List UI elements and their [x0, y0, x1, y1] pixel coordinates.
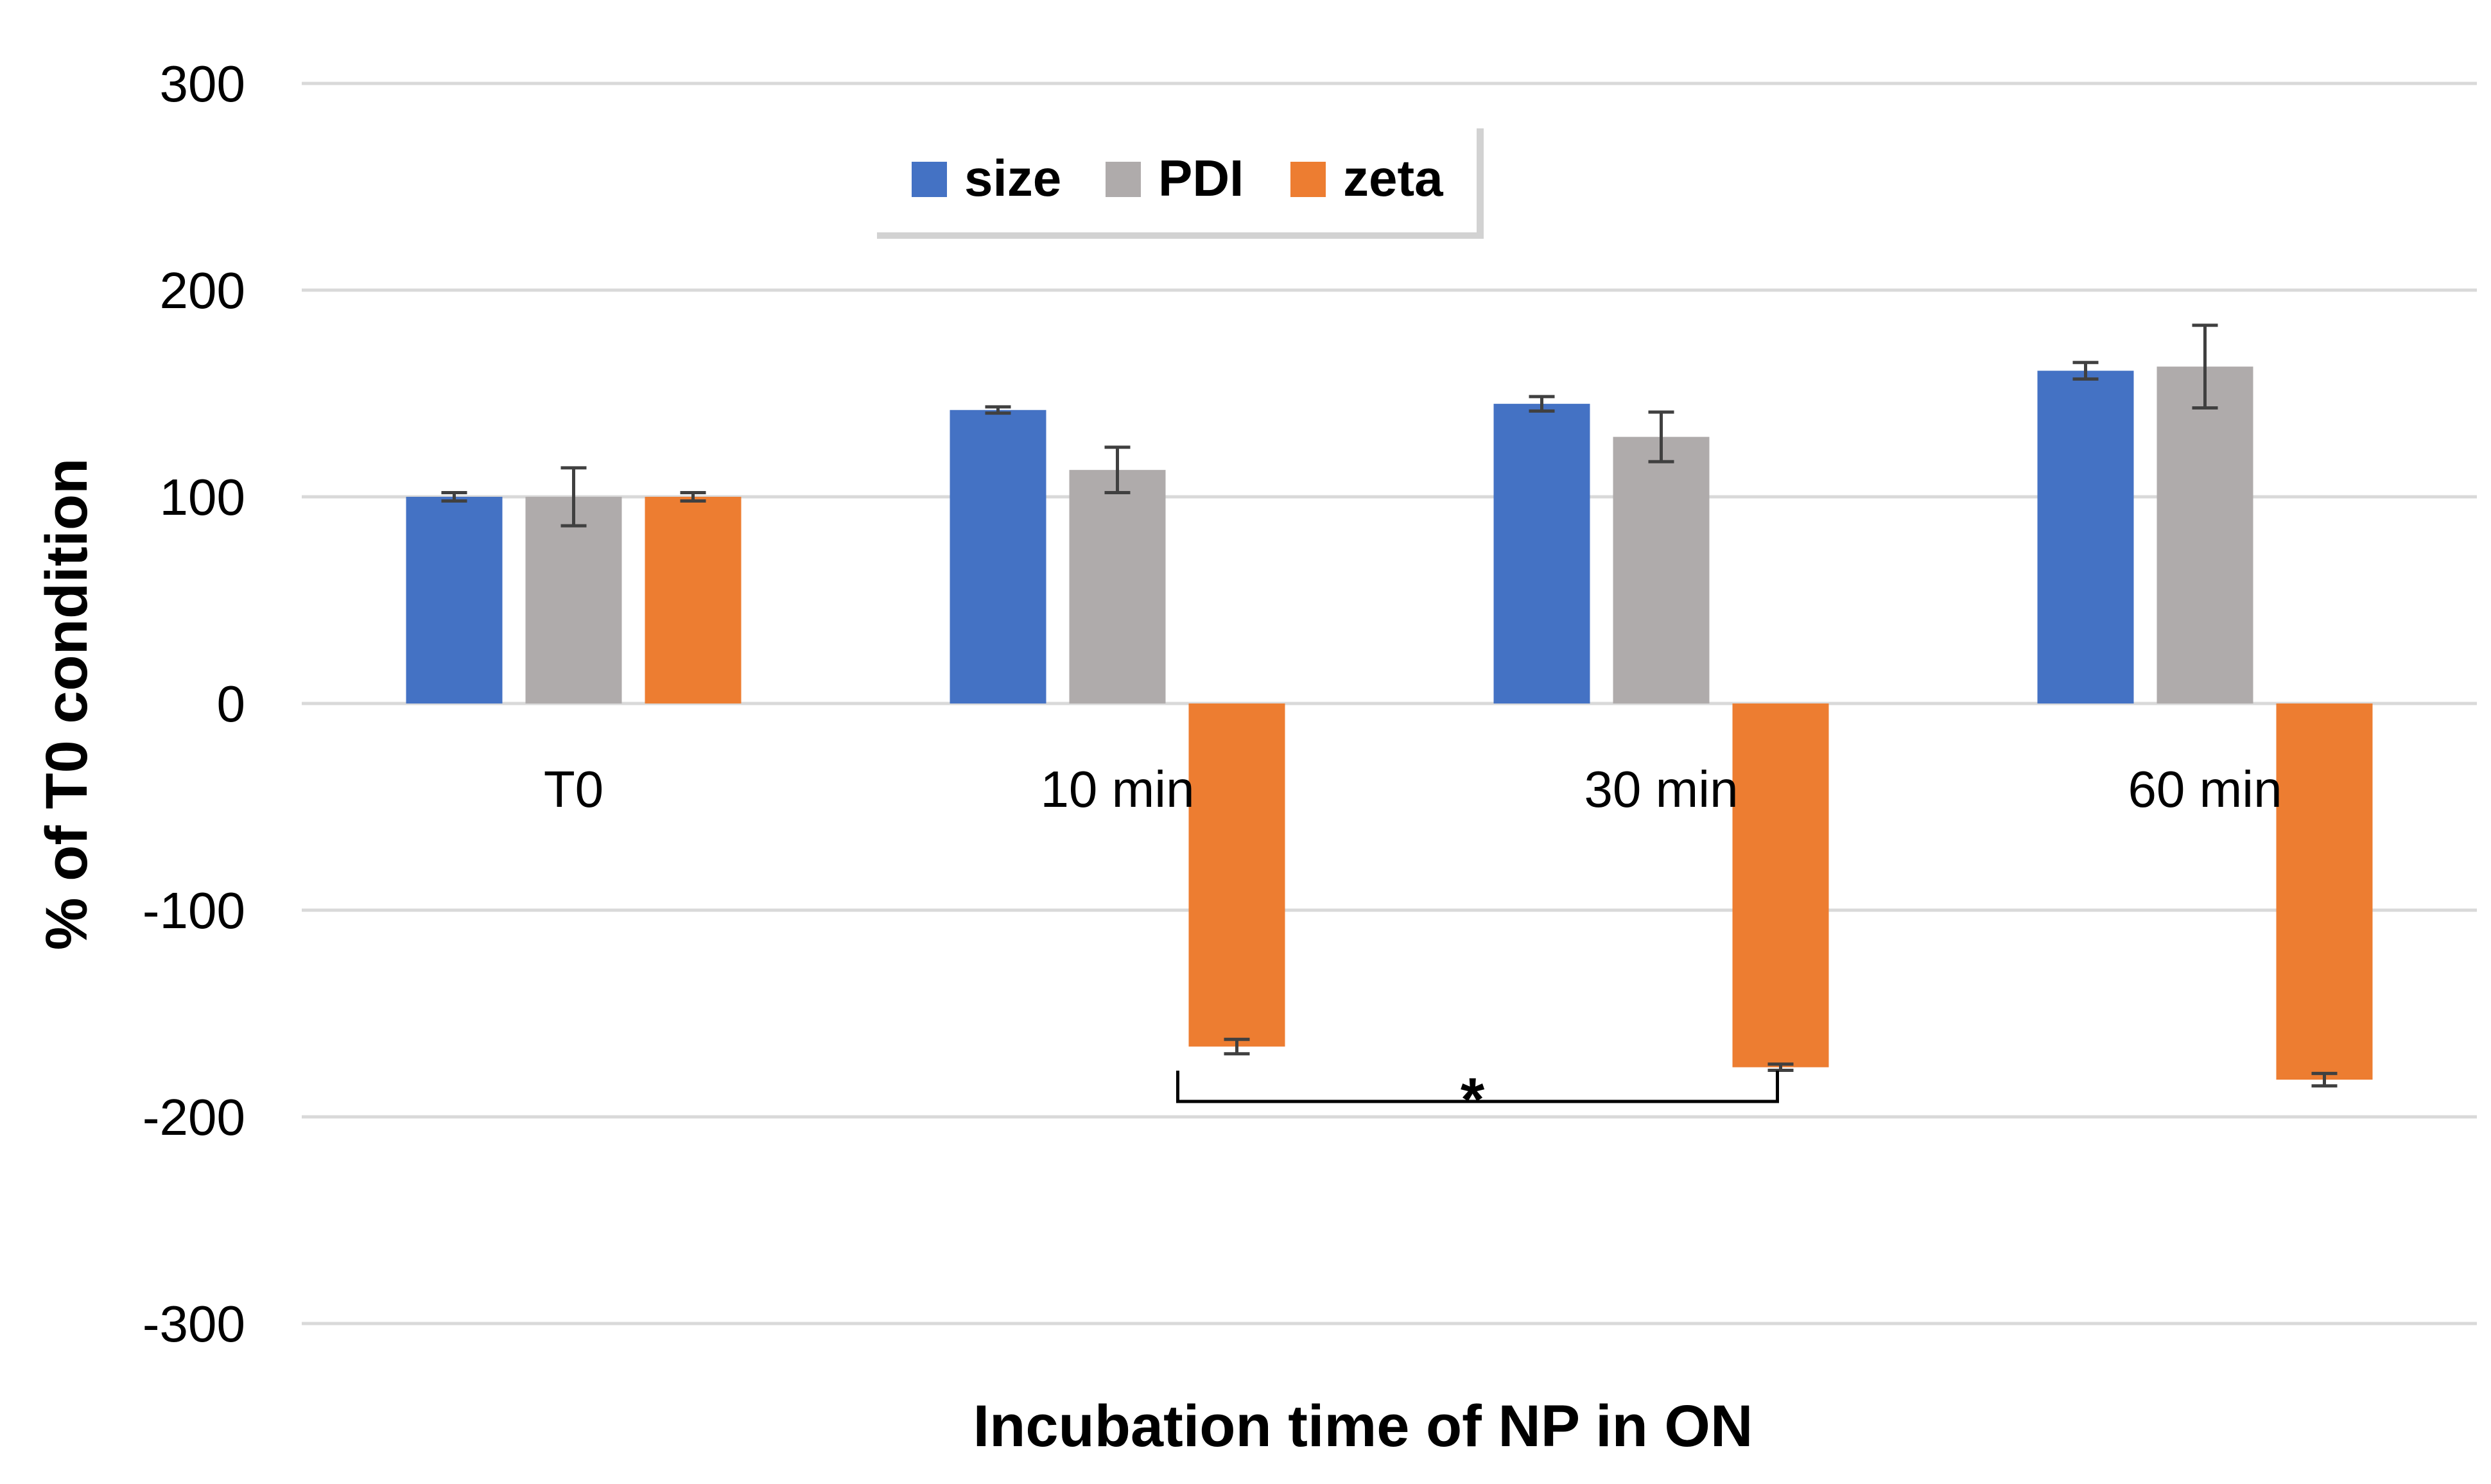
x-category-label: 10 min [1040, 761, 1194, 818]
significance-bracket [1176, 1071, 1779, 1103]
error-bar [1767, 1062, 1794, 1073]
legend-label-pdi: PDI [1158, 150, 1244, 207]
y-tick-label: 200 [160, 262, 245, 319]
x-category-label: 60 min [2128, 761, 2282, 818]
x-axis-categories: T0 10 min 30 min 60 min [544, 761, 2282, 818]
error-bar [2311, 1071, 2338, 1088]
legend: size PDI zeta [870, 122, 1484, 239]
bar-size-t0 [406, 497, 503, 703]
bar-size-10-min [950, 410, 1046, 703]
y-tick-label: -200 [143, 1089, 245, 1146]
error-bar [680, 491, 706, 503]
legend-label-zeta: zeta [1343, 150, 1443, 207]
error-bar [441, 491, 467, 503]
error-bars [441, 324, 2338, 1088]
error-bar [985, 405, 1011, 415]
error-bar [2072, 361, 2099, 381]
x-category-label: 30 min [1584, 761, 1738, 818]
error-bar [1648, 410, 1674, 463]
bar-zeta-t0 [645, 497, 742, 703]
error-bar [1104, 445, 1131, 495]
bar-pdi-t0 [525, 497, 622, 703]
bar-zeta-60-min [2276, 703, 2373, 1080]
bar-zeta-10-min [1188, 703, 1285, 1047]
y-tick-label: 0 [217, 675, 246, 732]
y-tick-label: -300 [143, 1295, 245, 1352]
bar-size-60-min [2037, 370, 2134, 703]
bar-pdi-30-min [1613, 436, 1710, 703]
x-axis-title: Incubation time of NP in ON [973, 1393, 1753, 1459]
bars [406, 367, 2373, 1080]
error-bar [2192, 324, 2218, 410]
error-bar [1224, 1037, 1250, 1056]
x-category-label: T0 [544, 761, 603, 818]
gridlines [302, 82, 2477, 1325]
legend-swatch-pdi [1106, 162, 1141, 197]
legend-box [870, 122, 1477, 232]
y-tick-label: -100 [143, 882, 245, 939]
y-tick-label: 300 [160, 55, 245, 112]
legend-swatch-zeta [1290, 162, 1326, 197]
y-axis-title: % of T0 condition [34, 458, 100, 951]
annotations: * [1176, 1066, 1779, 1134]
error-bar [560, 466, 587, 528]
legend-label-size: size [964, 150, 1061, 207]
significance-star: * [1461, 1066, 1485, 1134]
bar-zeta-30-min [1732, 703, 1829, 1067]
bar-pdi-60-min [2157, 367, 2253, 703]
error-bar [1529, 395, 1555, 413]
y-tick-label: 100 [160, 469, 245, 526]
bar-pdi-10-min [1069, 470, 1166, 703]
bar-size-30-min [1493, 404, 1590, 703]
legend-swatch-size [912, 162, 947, 197]
y-axis-ticks: 300 200 100 0 -100 -200 -300 [143, 55, 245, 1352]
